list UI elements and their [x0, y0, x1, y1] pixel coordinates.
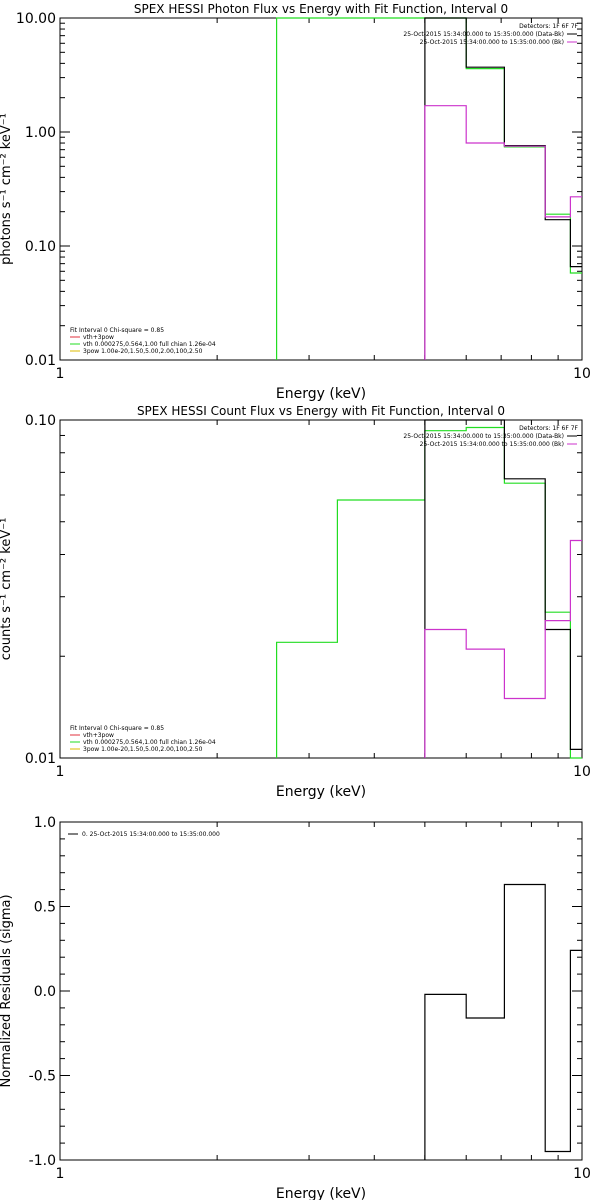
- legend-top-header-1: Detectors: 1F 6F 7F: [519, 425, 578, 432]
- y-axis-label-0: photons s⁻¹ cm⁻² keV⁻¹: [0, 113, 14, 265]
- x-axis-label-1: Energy (keV): [276, 784, 366, 800]
- series-line-1-1: [424, 419, 582, 758]
- y-tick-label-2: 0.5: [34, 900, 56, 916]
- x-tick-label-2: 10: [573, 1166, 591, 1182]
- series-line-0-1: [424, 17, 582, 360]
- series-line-0-0: [276, 17, 582, 360]
- legend-bottom-entry-0-0: vth+3pow: [83, 334, 114, 341]
- y-tick-label-2: 1.0: [34, 815, 56, 831]
- legend-top-header-0: Detectors: 1F 6F 7F: [519, 23, 578, 30]
- legend-top-entry-2-0: 0. 25-Oct-2015 15:34:00.000 to 15:35:00.…: [82, 831, 220, 838]
- x-tick-label-1: 1: [56, 764, 65, 780]
- legend-bottom-entry-1-1: vth 0.000275,0.564,1.00 full chian 1.26e…: [83, 739, 216, 746]
- y-tick-label-0: 10.00: [16, 11, 56, 27]
- legend-top-entry-0-0: 25-Oct-2015 15:34:00.000 to 15:35:00.000…: [403, 31, 564, 38]
- plot-frame-1: [59, 419, 583, 759]
- x-tick-label-0: 10: [573, 366, 591, 382]
- series-line-1-2: [424, 539, 582, 758]
- x-tick-label-1: 10: [573, 764, 591, 780]
- y-axis-label-1: counts s⁻¹ cm⁻² keV⁻¹: [0, 518, 14, 661]
- x-tick-label-0: 1: [56, 366, 65, 382]
- y-tick-label-0: 0.01: [25, 353, 56, 369]
- series-line-2-0: [424, 883, 582, 1160]
- y-tick-label-1: 0.10: [25, 413, 56, 429]
- chart-title-1: SPEX HESSI Count Flux vs Energy with Fit…: [137, 404, 505, 418]
- legend-top-entry-0-1: 25-Oct-2015 15:34:00.000 to 15:35:00.000…: [420, 39, 564, 46]
- x-axis-label-2: Energy (keV): [276, 1186, 366, 1200]
- y-tick-label-1: 0.01: [25, 751, 56, 767]
- legend-bottom-entry-0-2: 3pow 1.00e-20,1.50,5.00,2.00,100,2.50: [83, 348, 203, 355]
- legend-top-entry-1-0: 25-Oct-2015 15:34:00.000 to 15:35:00.000…: [403, 433, 564, 440]
- legend-bottom-entry-1-0: vth+3pow: [83, 732, 114, 739]
- y-tick-label-2: 0.0: [34, 984, 56, 1000]
- legend-top-entry-1-1: 25-Oct-2015 15:34:00.000 to 15:35:00.000…: [420, 441, 564, 448]
- series-line-0-2: [424, 105, 582, 360]
- legend-bottom-entry-0-1: vth 0.000275,0.564,1.00 full chian 1.26e…: [83, 341, 216, 348]
- legend-bottom-header-1: Fit Interval 0 Chi-square = 0.85: [70, 725, 164, 732]
- x-tick-label-2: 1: [56, 1166, 65, 1182]
- y-tick-label-2: -1.0: [29, 1153, 56, 1169]
- x-axis-label-0: Energy (keV): [276, 386, 366, 402]
- plot-frame-0: [59, 17, 583, 361]
- chart-title-0: SPEX HESSI Photon Flux vs Energy with Fi…: [134, 2, 508, 16]
- y-tick-label-0: 0.10: [25, 239, 56, 255]
- legend-bottom-header-0: Fit Interval 0 Chi-square = 0.85: [70, 327, 164, 334]
- y-axis-label-2: Normalized Residuals (sigma): [0, 894, 14, 1087]
- legend-bottom-entry-1-2: 3pow 1.00e-20,1.50,5.00,2.00,100,2.50: [83, 746, 203, 753]
- series-line-1-0: [276, 426, 582, 759]
- y-tick-label-2: -0.5: [29, 1069, 56, 1085]
- y-tick-label-0: 1.00: [25, 125, 56, 141]
- plot-frame-2: [59, 821, 583, 1161]
